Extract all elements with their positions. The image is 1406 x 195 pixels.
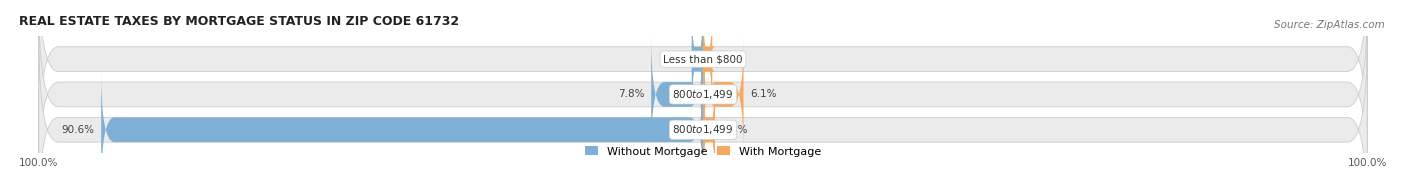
FancyBboxPatch shape — [690, 1, 704, 117]
Text: 1.8%: 1.8% — [721, 125, 748, 135]
FancyBboxPatch shape — [699, 1, 716, 117]
Text: Less than $800: Less than $800 — [664, 54, 742, 64]
FancyBboxPatch shape — [651, 36, 703, 153]
FancyBboxPatch shape — [39, 36, 1367, 195]
FancyBboxPatch shape — [39, 0, 1367, 153]
FancyBboxPatch shape — [703, 36, 744, 153]
FancyBboxPatch shape — [39, 1, 1367, 188]
Text: 6.1%: 6.1% — [751, 90, 776, 99]
Text: 1.7%: 1.7% — [658, 54, 685, 64]
Text: 90.6%: 90.6% — [62, 125, 94, 135]
Legend: Without Mortgage, With Mortgage: Without Mortgage, With Mortgage — [585, 146, 821, 157]
FancyBboxPatch shape — [101, 71, 703, 188]
Text: $800 to $1,499: $800 to $1,499 — [672, 123, 734, 136]
Text: Source: ZipAtlas.com: Source: ZipAtlas.com — [1274, 20, 1385, 29]
Text: 7.8%: 7.8% — [619, 90, 644, 99]
Text: REAL ESTATE TAXES BY MORTGAGE STATUS IN ZIP CODE 61732: REAL ESTATE TAXES BY MORTGAGE STATUS IN … — [18, 15, 458, 28]
Text: $800 to $1,499: $800 to $1,499 — [672, 88, 734, 101]
Text: 1.4%: 1.4% — [718, 54, 745, 64]
FancyBboxPatch shape — [702, 71, 716, 188]
